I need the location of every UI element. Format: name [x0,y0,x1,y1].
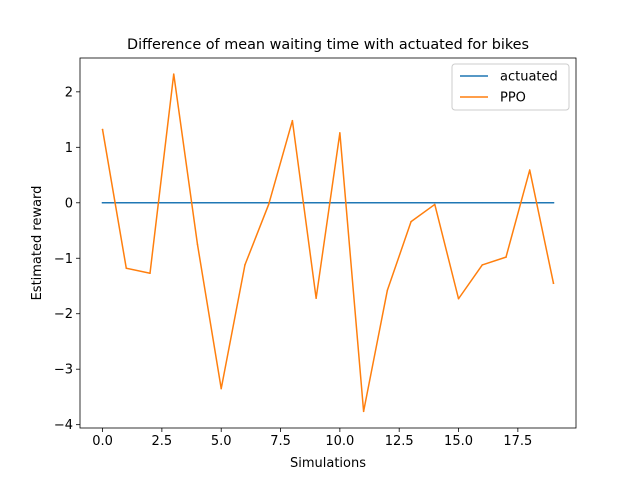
data-point-actuated [244,202,246,204]
data-point-ppo [291,119,294,122]
data-point-ppo [481,264,484,266]
y-tick-label: 2 [65,85,73,100]
data-point-actuated [528,202,531,204]
data-point-actuated [386,202,389,204]
data-point-ppo [339,132,341,134]
y-tick-label: 1 [65,141,73,156]
data-point-actuated [505,202,507,204]
data-point-actuated [315,202,317,204]
y-tick-label: −3 [54,363,73,378]
x-tick-label: 2.5 [152,434,173,449]
y-tick-label: 0 [65,196,73,211]
data-point-ppo [244,264,246,266]
data-point-ppo [386,289,389,292]
x-axis-ticks: 0.0 2.5 5.0 7.5 10.0 12.5 15.0 17.5 [92,428,532,449]
data-point-actuated [481,202,484,204]
data-point-actuated [434,202,436,204]
data-point-actuated [291,202,294,204]
data-point-ppo [434,203,436,206]
data-point-actuated [552,202,555,204]
x-tick-label: 10.0 [325,434,354,449]
series-line-ppo [101,73,555,413]
data-point-ppo [101,128,104,131]
data-point-actuated [196,202,199,204]
legend-label-ppo: PPO [500,91,526,106]
data-point-ppo [267,203,270,206]
legend-label-actuated: actuated [500,70,558,85]
data-point-actuated [339,202,341,204]
y-axis-label: Estimated reward [30,186,45,301]
data-point-actuated [457,202,460,204]
series-layer [101,73,555,413]
chart-title: Difference of mean waiting time with act… [127,37,529,53]
x-tick-label: 17.5 [503,434,532,449]
data-point-ppo [552,282,555,284]
data-point-actuated [149,202,151,204]
data-point-actuated [101,202,104,204]
legend: actuated PPO [451,63,570,111]
data-point-ppo [410,220,412,223]
y-tick-label: −1 [54,252,73,267]
data-point-actuated [362,202,365,204]
data-point-ppo [172,73,175,75]
data-point-ppo [528,169,531,171]
plot-frame [79,57,577,429]
x-axis-label: Simulations [290,456,366,471]
data-point-actuated [410,202,412,204]
x-tick-label: 0.0 [92,434,113,449]
data-point-ppo [362,410,365,413]
x-tick-label: 15.0 [444,434,473,449]
data-point-ppo [220,387,222,390]
data-point-ppo [196,243,199,246]
y-axis-ticks: −4 −3 −2 −1 0 1 2 [54,85,80,433]
data-point-ppo [505,256,507,258]
y-tick-label: −4 [54,418,73,433]
x-tick-label: 5.0 [211,434,232,449]
data-point-ppo [149,272,151,274]
x-tick-label: 7.5 [270,434,291,449]
data-point-actuated [125,202,128,204]
data-point-actuated [172,202,175,204]
data-point-ppo [125,267,128,269]
data-point-ppo [315,297,317,299]
data-point-actuated [220,202,222,204]
y-tick-label: −2 [54,307,73,322]
x-tick-label: 12.5 [385,434,414,449]
data-point-ppo [457,298,460,300]
